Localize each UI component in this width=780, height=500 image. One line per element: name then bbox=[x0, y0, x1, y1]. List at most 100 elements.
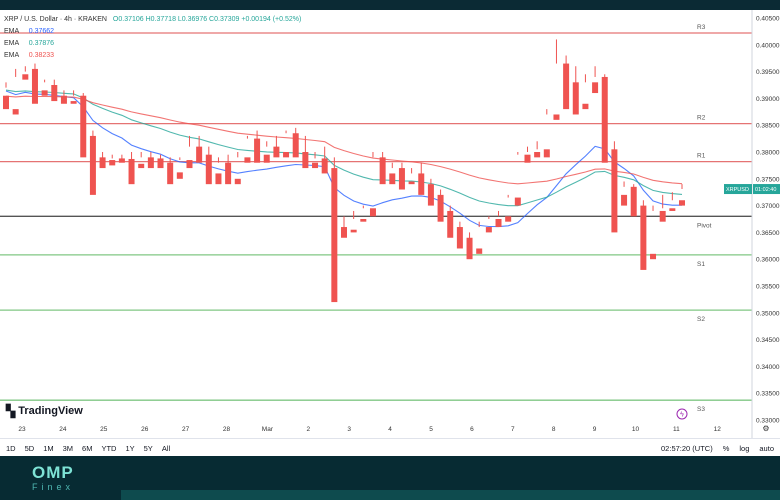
candle-body bbox=[51, 85, 58, 102]
candle-body bbox=[495, 219, 502, 228]
range-all[interactable]: All bbox=[161, 444, 171, 453]
price-tick-label: 0.35500 bbox=[756, 284, 780, 291]
level-label-s1: S1 bbox=[697, 261, 705, 268]
last-price-countdown: 01:02:40 bbox=[755, 187, 776, 193]
price-tick-label: 0.36500 bbox=[756, 230, 780, 237]
ema-lines bbox=[5, 89, 683, 228]
pivot-levels: R3 R2 R1 Pivot S1 S2 S3 bbox=[0, 24, 752, 413]
candle-body bbox=[138, 163, 145, 169]
level-label-s3: S3 bbox=[697, 406, 705, 413]
log-toggle[interactable]: log bbox=[739, 444, 750, 453]
candle-body bbox=[41, 90, 48, 96]
symbol-title: XRP / U.S. Dollar · 4h · KRAKEN bbox=[4, 16, 107, 23]
candle-body bbox=[582, 103, 589, 110]
tradingview-logo-text: TradingView bbox=[18, 405, 83, 417]
candle-body bbox=[70, 101, 77, 104]
legend-ema-3[interactable]: EMA 0.38233 bbox=[4, 50, 301, 62]
range-selector: 1D 5D 1M 3M 6M YTD 1Y 5Y All bbox=[6, 444, 170, 453]
time-tick-label: 7 bbox=[511, 426, 515, 433]
candle-body bbox=[167, 162, 174, 185]
time-tick-label: 6 bbox=[470, 426, 474, 433]
candle-body bbox=[592, 82, 599, 94]
chart-area[interactable]: R3 R2 R1 Pivot S1 S2 S3 0.40500 0.40000 0.39500 0… bbox=[0, 10, 780, 438]
time-tick-label: 2 bbox=[306, 426, 310, 433]
candle-body bbox=[196, 146, 203, 163]
candle-body bbox=[80, 95, 87, 158]
level-label-r1: R1 bbox=[697, 153, 706, 160]
candle-body bbox=[360, 219, 367, 222]
candle-body bbox=[302, 152, 309, 169]
time-tick-label: Mar bbox=[262, 426, 274, 433]
chart-legend: XRP / U.S. Dollar · 4h · KRAKEN O0.37106… bbox=[4, 14, 301, 62]
ema-line-1 bbox=[5, 90, 682, 228]
candle-body bbox=[621, 194, 628, 206]
candle-body bbox=[350, 229, 357, 233]
tradingview-logo[interactable]: ▚ TradingView bbox=[6, 404, 83, 418]
last-price-symbol-tag bbox=[724, 184, 752, 195]
gear-icon[interactable]: ⚙ bbox=[762, 424, 769, 433]
lightning-icon bbox=[676, 408, 688, 420]
clock[interactable]: 02:57:20 (UTC) bbox=[661, 444, 713, 453]
price-tick-label: 0.33000 bbox=[756, 418, 780, 425]
candle-body bbox=[640, 205, 647, 270]
candle-body bbox=[572, 82, 579, 115]
candle-body bbox=[12, 109, 19, 115]
time-tick-label: 4 bbox=[388, 426, 392, 433]
level-label-pivot: Pivot bbox=[697, 222, 712, 229]
range-1y[interactable]: 1Y bbox=[125, 444, 135, 453]
legend-ema-1[interactable]: EMA 0.37662 bbox=[4, 26, 301, 38]
price-tick-label: 0.34500 bbox=[756, 337, 780, 344]
omp-finex-logo: OMP Finex bbox=[32, 464, 75, 493]
candle-body bbox=[234, 178, 241, 185]
range-ytd[interactable]: YTD bbox=[101, 444, 117, 453]
ema-label: EMA bbox=[4, 52, 19, 59]
auto-toggle[interactable]: auto bbox=[759, 444, 774, 453]
time-tick-label: 26 bbox=[141, 426, 149, 433]
legend-symbol-row: XRP / U.S. Dollar · 4h · KRAKEN O0.37106… bbox=[4, 14, 301, 26]
candle-body bbox=[534, 152, 541, 158]
candle-body bbox=[147, 157, 154, 169]
range-5d[interactable]: 5D bbox=[24, 444, 35, 453]
candle-body bbox=[669, 208, 676, 211]
candle-body bbox=[215, 173, 222, 185]
last-price-tag bbox=[753, 184, 780, 195]
price-tick-label: 0.37500 bbox=[756, 176, 780, 183]
candle-body bbox=[437, 194, 444, 222]
logo-small-text: Finex bbox=[32, 482, 75, 492]
candle-body bbox=[408, 181, 415, 185]
price-tick-label: 0.38000 bbox=[756, 150, 780, 157]
bottom-right-controls: 02:57:20 (UTC) % log auto bbox=[661, 444, 774, 453]
candle-body bbox=[157, 158, 164, 169]
price-tick-label: 0.35000 bbox=[756, 310, 780, 317]
candle-body bbox=[630, 186, 637, 217]
range-3m[interactable]: 3M bbox=[62, 444, 74, 453]
footer-banner: OMP Finex bbox=[0, 456, 780, 500]
time-tick-label: 12 bbox=[714, 426, 722, 433]
percent-toggle[interactable]: % bbox=[722, 444, 730, 453]
candle-body bbox=[254, 138, 261, 163]
time-tick-label: 25 bbox=[100, 426, 108, 433]
ema-value: 0.37876 bbox=[28, 40, 55, 47]
candle-body bbox=[456, 227, 463, 249]
time-tick-label: 10 bbox=[632, 426, 640, 433]
range-1d[interactable]: 1D bbox=[6, 444, 16, 453]
legend-ema-2[interactable]: EMA 0.37876 bbox=[4, 38, 301, 50]
candle-body bbox=[611, 149, 618, 233]
candle-body bbox=[321, 158, 328, 174]
bottom-toolbar: 1D 5D 1M 3M 6M YTD 1Y 5Y All 02:57:20 (UTC) % lo… bbox=[0, 438, 780, 457]
candle-body bbox=[244, 157, 251, 163]
level-label-r3: R3 bbox=[697, 24, 706, 31]
candle-body bbox=[427, 184, 434, 206]
range-5y[interactable]: 5Y bbox=[143, 444, 153, 453]
candle-body bbox=[543, 149, 550, 158]
candle-body bbox=[553, 114, 560, 120]
candle-body bbox=[659, 210, 666, 222]
candle-body bbox=[341, 227, 347, 238]
candle-body bbox=[283, 152, 290, 158]
candle-body bbox=[205, 154, 212, 185]
candle-body bbox=[89, 135, 96, 195]
range-1m[interactable]: 1M bbox=[43, 444, 54, 453]
candle-body bbox=[109, 160, 116, 166]
range-6m[interactable]: 6M bbox=[82, 444, 93, 453]
